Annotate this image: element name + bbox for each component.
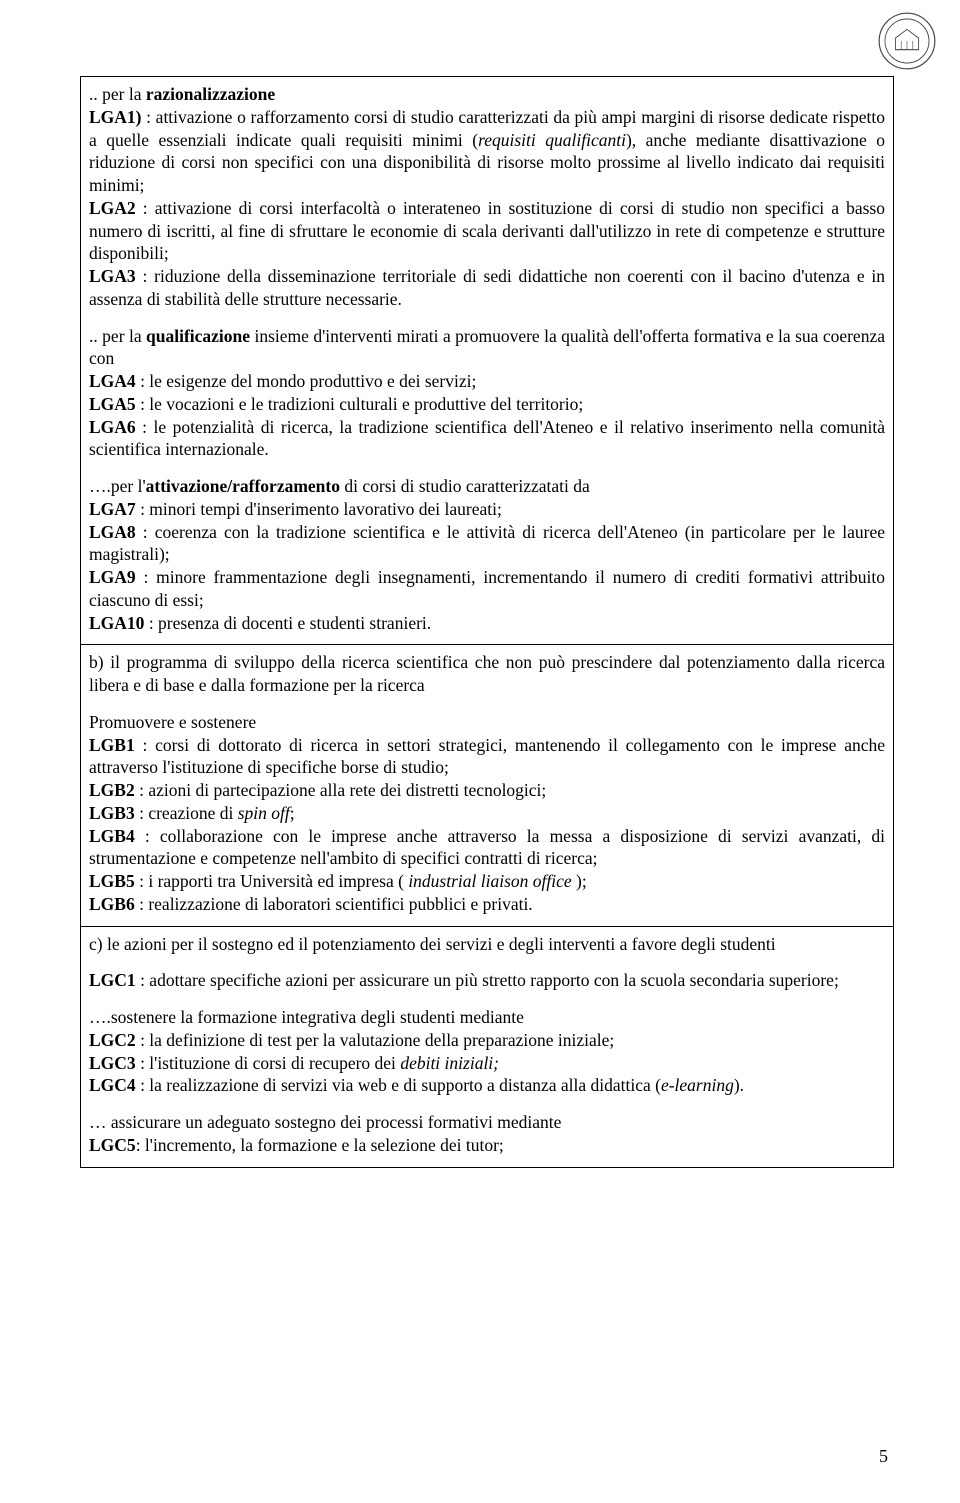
attivazione-prefix: ….per l' — [89, 476, 146, 496]
lga9-label: LGA9 — [89, 567, 136, 587]
page-number: 5 — [879, 1446, 888, 1467]
sostenere-heading: ….sostenere la formazione integrativa de… — [89, 1007, 524, 1027]
lgb3-italic: spin off — [238, 803, 290, 823]
lgc1-label: LGC1 — [89, 970, 136, 990]
section-c-lgc1: LGC1 : adottare specifiche azioni per as… — [89, 969, 885, 992]
lga5-label: LGA5 — [89, 394, 136, 414]
page: .. per la razionalizzazione LGA1) : atti… — [0, 0, 960, 1503]
razionalizzazione-intro-prefix: .. per la — [89, 84, 146, 104]
lgb5-italic: industrial liaison office — [408, 871, 571, 891]
section-a-block1: .. per la razionalizzazione LGA1) : atti… — [89, 83, 885, 311]
lgb5-label: LGB5 — [89, 871, 135, 891]
lga8-label: LGA8 — [89, 522, 136, 542]
lgc4-text-b: ). — [734, 1075, 744, 1095]
lga2-label: LGA2 — [89, 198, 136, 218]
lga8-text: : coerenza con la tradizione scientifica… — [89, 522, 885, 565]
lga10-label: LGA10 — [89, 613, 144, 633]
content-frame: .. per la razionalizzazione LGA1) : atti… — [80, 76, 894, 1168]
university-seal-icon — [878, 12, 936, 70]
lga3-label: LGA3 — [89, 266, 136, 286]
lgc4-text-a: : la realizzazione di servizi via web e … — [136, 1075, 661, 1095]
lgb1-text: : corsi di dottorato di ricerca in setto… — [89, 735, 885, 778]
razionalizzazione-heading: razionalizzazione — [146, 84, 275, 104]
lgb6-label: LGB6 — [89, 894, 135, 914]
lga9-text: : minore frammentazione degli insegnamen… — [89, 567, 885, 610]
lgc4-label: LGC4 — [89, 1075, 136, 1095]
section-c-block2: ….sostenere la formazione integrativa de… — [89, 1006, 885, 1097]
lga6-text: : le potenzialità di ricerca, la tradizi… — [89, 417, 885, 460]
section-c-block3: … assicurare un adeguato sostegno dei pr… — [89, 1111, 885, 1157]
lga7-label: LGA7 — [89, 499, 136, 519]
lgc1-text: : adottare specifiche azioni per assicur… — [136, 970, 839, 990]
section-b: b) il programma di sviluppo della ricerc… — [81, 645, 893, 926]
lga4-label: LGA4 — [89, 371, 136, 391]
lgc3-italic: debiti iniziali; — [400, 1053, 499, 1073]
lga3-text: : riduzione della disseminazione territo… — [89, 266, 885, 309]
qualificazione-heading: qualificazione — [146, 326, 250, 346]
lgb1-label: LGB1 — [89, 735, 135, 755]
lgb3-text-b: ; — [290, 803, 295, 823]
section-a: .. per la razionalizzazione LGA1) : atti… — [81, 77, 893, 645]
lga2-text: : attivazione di corsi interfacoltà o in… — [89, 198, 885, 264]
lga6-label: LGA6 — [89, 417, 136, 437]
lgb4-label: LGB4 — [89, 826, 135, 846]
lga7-text: : minori tempi d'inserimento lavorativo … — [136, 499, 502, 519]
section-b-intro: b) il programma di sviluppo della ricerc… — [89, 651, 885, 697]
lgc3-label: LGC3 — [89, 1053, 136, 1073]
lga1-italic: requisiti qualificanti — [478, 130, 626, 150]
section-c: c) le azioni per il sostegno ed il poten… — [81, 927, 893, 1168]
assicurare-heading: … assicurare un adeguato sostegno dei pr… — [89, 1112, 561, 1132]
lgb2-text: : azioni di partecipazione alla rete dei… — [135, 780, 547, 800]
lgc3-text-a: : l'istituzione di corsi di recupero dei — [136, 1053, 401, 1073]
section-b-block: Promuovere e sostenere LGB1 : corsi di d… — [89, 711, 885, 916]
section-c-intro: c) le azioni per il sostegno ed il poten… — [89, 933, 885, 956]
lgb5-text-b: ); — [572, 871, 587, 891]
lgb3-text-a: : creazione di — [135, 803, 238, 823]
lga5-text: : le vocazioni e le tradizioni culturali… — [136, 394, 584, 414]
lgb4-text: : collaborazione con le imprese anche at… — [89, 826, 885, 869]
lgb2-label: LGB2 — [89, 780, 135, 800]
lgc4-italic: e-learning — [661, 1075, 734, 1095]
lgb6-text: : realizzazione di laboratori scientific… — [135, 894, 533, 914]
lgb3-label: LGB3 — [89, 803, 135, 823]
lgb5-text-a: : i rapporti tra Università ed impresa ( — [135, 871, 409, 891]
lgc5-label: LGC5 — [89, 1135, 136, 1155]
lgc5-text: : l'incremento, la formazione e la selez… — [136, 1135, 504, 1155]
lgc2-label: LGC2 — [89, 1030, 136, 1050]
section-a-block3: ….per l'attivazione/rafforzamento di cor… — [89, 475, 885, 634]
lga1-label: LGA1) — [89, 107, 142, 127]
qualificazione-prefix: .. per la — [89, 326, 146, 346]
lgc2-text: : la definizione di test per la valutazi… — [136, 1030, 615, 1050]
attivazione-text: di corsi di studio caratterizzatati da — [340, 476, 590, 496]
attivazione-heading: attivazione/rafforzamento — [146, 476, 340, 496]
section-a-block2: .. per la qualificazione insieme d'inter… — [89, 325, 885, 462]
promuovere-heading: Promuovere e sostenere — [89, 712, 256, 732]
lga10-text: : presenza di docenti e studenti stranie… — [144, 613, 431, 633]
lga4-text: : le esigenze del mondo produttivo e dei… — [136, 371, 477, 391]
